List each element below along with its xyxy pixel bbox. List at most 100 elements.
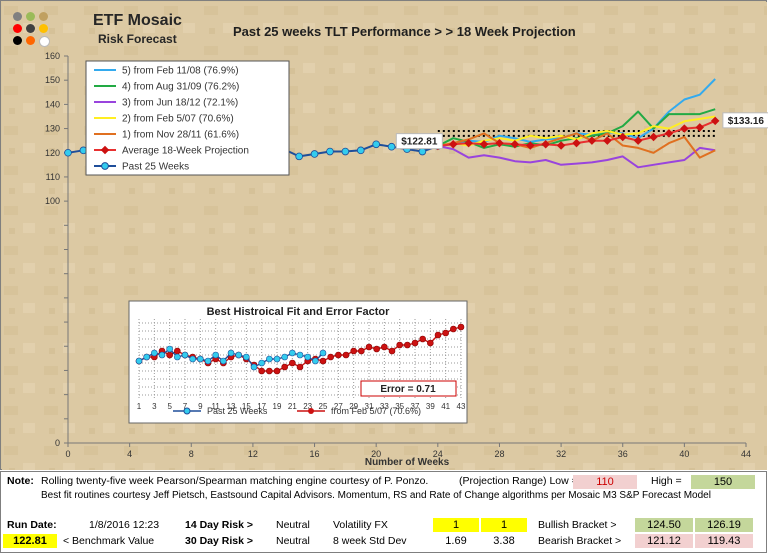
inset-x-tick-label: 17 <box>257 402 266 411</box>
x-tick-label: 0 <box>65 449 70 459</box>
x-tick-label: 40 <box>679 449 689 459</box>
inset-point <box>220 357 227 365</box>
projection-low-value: 110 <box>573 475 637 489</box>
y-tick-label: 150 <box>45 75 60 85</box>
legend-entry: Average 18-Week Projection <box>122 146 249 157</box>
y-tick-label: 0 <box>55 438 60 448</box>
inset-point <box>227 349 235 357</box>
benchmark-value: 122.81 <box>3 534 57 548</box>
inset-point <box>281 353 288 361</box>
inset-x-tick-label: 33 <box>380 402 389 411</box>
x-tick-label: 44 <box>741 449 751 459</box>
inset-x-tick-label: 41 <box>441 402 450 411</box>
inset-point <box>135 357 143 365</box>
inset-point <box>166 351 173 359</box>
logo-dot <box>13 36 22 45</box>
inset-x-tick-label: 25 <box>319 402 328 411</box>
legend-marker <box>100 145 110 155</box>
inset-x-tick-label: 37 <box>411 402 420 411</box>
past-point <box>326 147 334 156</box>
price-callout: $133.16 <box>728 116 765 127</box>
inset-point <box>404 341 411 349</box>
inset-point <box>143 353 150 361</box>
inset-point <box>342 351 350 359</box>
note-label: Note: <box>7 475 34 487</box>
inset-point <box>189 355 196 363</box>
logo-dot <box>39 24 48 33</box>
inset-point <box>427 339 434 347</box>
x-tick-label: 16 <box>310 449 320 459</box>
inset-x-tick-label: 31 <box>365 402 374 411</box>
inset-point <box>434 331 442 339</box>
volatility-label: Volatility FX <box>333 519 388 531</box>
x-tick-label: 36 <box>618 449 628 459</box>
past-point <box>418 147 427 156</box>
error-label: Error = 0.71 <box>380 384 436 395</box>
y-tick-label: 110 <box>46 172 60 182</box>
inset-point <box>388 347 396 355</box>
inset-point <box>151 349 158 357</box>
projection-point <box>448 140 458 149</box>
inset-x-tick-label: 1 <box>137 402 142 411</box>
inset-x-tick-label: 7 <box>183 402 188 411</box>
bearish-value-2: 119.43 <box>695 534 753 548</box>
chart-frame: 0 100 110 120 130 140 150 160 0 4 8 12 16 20 24 28 32 36 4… <box>0 0 768 470</box>
legend-entry: 1) from Nov 28/11 (61.6%) <box>122 130 239 141</box>
legend-marker <box>101 162 109 170</box>
inset-point <box>350 347 357 355</box>
inset-x-tick-label: 43 <box>457 402 466 411</box>
inset-point <box>289 349 296 357</box>
x-tick-label: 20 <box>371 449 381 459</box>
past-point <box>341 147 350 156</box>
inset-point <box>258 367 265 375</box>
inset-point <box>258 359 265 367</box>
inset-point <box>296 351 304 359</box>
run-date-label: Run Date: <box>7 519 57 531</box>
inset-title: Best Histroical Fit and Error Factor <box>207 306 390 318</box>
inset-point <box>181 351 189 359</box>
inset-point <box>411 339 419 347</box>
inset-point <box>158 351 166 359</box>
logo-dot <box>26 24 35 33</box>
inset-point <box>457 323 465 331</box>
past-point <box>356 146 365 155</box>
inset-point <box>319 349 327 357</box>
inset-point <box>166 345 173 353</box>
past-point <box>387 142 396 151</box>
y-tick-label: 130 <box>45 124 60 134</box>
legend-box <box>85 60 290 176</box>
benchmark-label: < Benchmark Value <box>63 535 155 547</box>
legend-entry: 4) from Aug 31/09 (76.2%) <box>122 82 239 93</box>
inset-point <box>358 347 365 355</box>
bullish-value-1: 124.50 <box>635 518 693 532</box>
inset-point <box>266 355 273 363</box>
x-tick-label: 24 <box>433 449 443 459</box>
std-dev-value-2: 3.38 <box>493 535 515 547</box>
std-dev-value-1: 1.69 <box>445 535 467 547</box>
inset-point <box>296 363 304 371</box>
x-axis-title: Number of Weeks <box>365 457 450 468</box>
inset-x-tick-label: 21 <box>288 402 297 411</box>
inset-legend-marker <box>308 408 314 414</box>
inset-point <box>419 335 426 343</box>
bullish-bracket-label: Bullish Bracket > <box>538 519 617 531</box>
inset-point <box>304 353 311 361</box>
inset-x-tick-label: 15 <box>242 402 251 411</box>
inset-point <box>174 347 181 355</box>
note-line-1: Rolling twenty-five week Pearson/Spearma… <box>41 475 429 487</box>
risk-14-label: 14 Day Risk > <box>185 519 254 531</box>
inset-x-tick-label: 35 <box>395 402 404 411</box>
bullish-value-2: 126.19 <box>695 518 753 532</box>
volatility-value-2: 1 <box>481 518 527 532</box>
x-tick-label: 12 <box>248 449 258 459</box>
x-tick-label: 32 <box>556 449 566 459</box>
logo-dot <box>39 12 48 21</box>
x-tick-label: 8 <box>189 449 194 459</box>
risk-30-label: 30 Day Risk > <box>185 535 254 547</box>
inset-point <box>335 351 342 359</box>
inset-x-tick-label: 13 <box>227 402 236 411</box>
x-tick-label: 28 <box>494 449 504 459</box>
projection-range-label: (Projection Range) Low = <box>459 475 578 487</box>
inset-point <box>381 343 388 351</box>
y-tick-label: 100 <box>45 196 60 206</box>
